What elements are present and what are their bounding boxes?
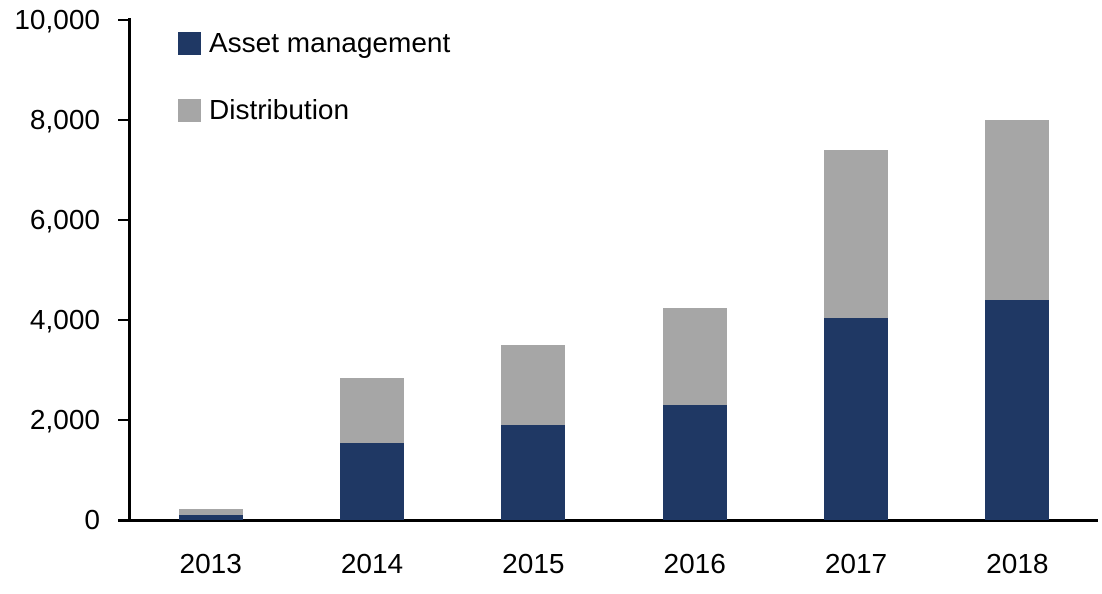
y-axis-tick-2000: [118, 418, 131, 422]
y-axis-tick-label-6000: 6,000: [29, 204, 100, 235]
y-axis-tick-6000: [118, 218, 131, 222]
y-axis-tick-10000: [118, 18, 131, 22]
y-axis-tick-label-0: 0: [84, 504, 100, 535]
bar-segment-distribution-2016: [662, 307, 727, 405]
bar-segment-asset-management-2017: [824, 317, 888, 520]
y-axis-tick-8000: [118, 118, 131, 122]
legend-item-distribution: Distribution: [178, 95, 349, 125]
x-axis-label-2015: 2015: [502, 548, 565, 579]
bar-segment-distribution-2013: [178, 509, 243, 515]
y-axis-tick-label-2000: 2,000: [29, 404, 100, 435]
bar-segment-asset-management-2016: [662, 405, 727, 520]
x-axis-label-2018: 2018: [986, 548, 1049, 579]
legend-label-asset-management: Asset management: [209, 27, 451, 58]
bar-segment-asset-management-2014: [340, 442, 404, 520]
y-axis-tick-label-4000: 4,000: [29, 304, 100, 335]
y-axis-line: [128, 18, 131, 521]
x-axis-line: [118, 518, 1098, 522]
x-axis-label-2014: 2014: [340, 548, 404, 579]
legend-swatch-asset-management: [178, 31, 201, 55]
x-axis-label-2013: 2013: [179, 548, 242, 579]
bar-segment-distribution-2017: [824, 150, 888, 318]
y-axis-tick-label-8000: 8,000: [29, 104, 100, 135]
bar-segment-distribution-2015: [501, 345, 566, 425]
bar-segment-distribution-2014: [340, 377, 404, 443]
y-axis-tick-label-10000: 10,000: [14, 4, 100, 35]
bar-segment-asset-management-2015: [501, 425, 566, 520]
bar-segment-asset-management-2018: [985, 300, 1050, 520]
legend-item-asset-management: Asset management: [178, 28, 450, 58]
legend-swatch-distribution: [178, 98, 201, 122]
x-axis-label-2016: 2016: [663, 548, 726, 579]
bar-segment-distribution-2018: [985, 120, 1050, 300]
legend-label-distribution: Distribution: [209, 94, 350, 125]
x-axis-label-2017: 2017: [824, 548, 888, 579]
bar-segment-asset-management-2013: [178, 515, 243, 520]
y-axis-tick-4000: [118, 318, 131, 322]
